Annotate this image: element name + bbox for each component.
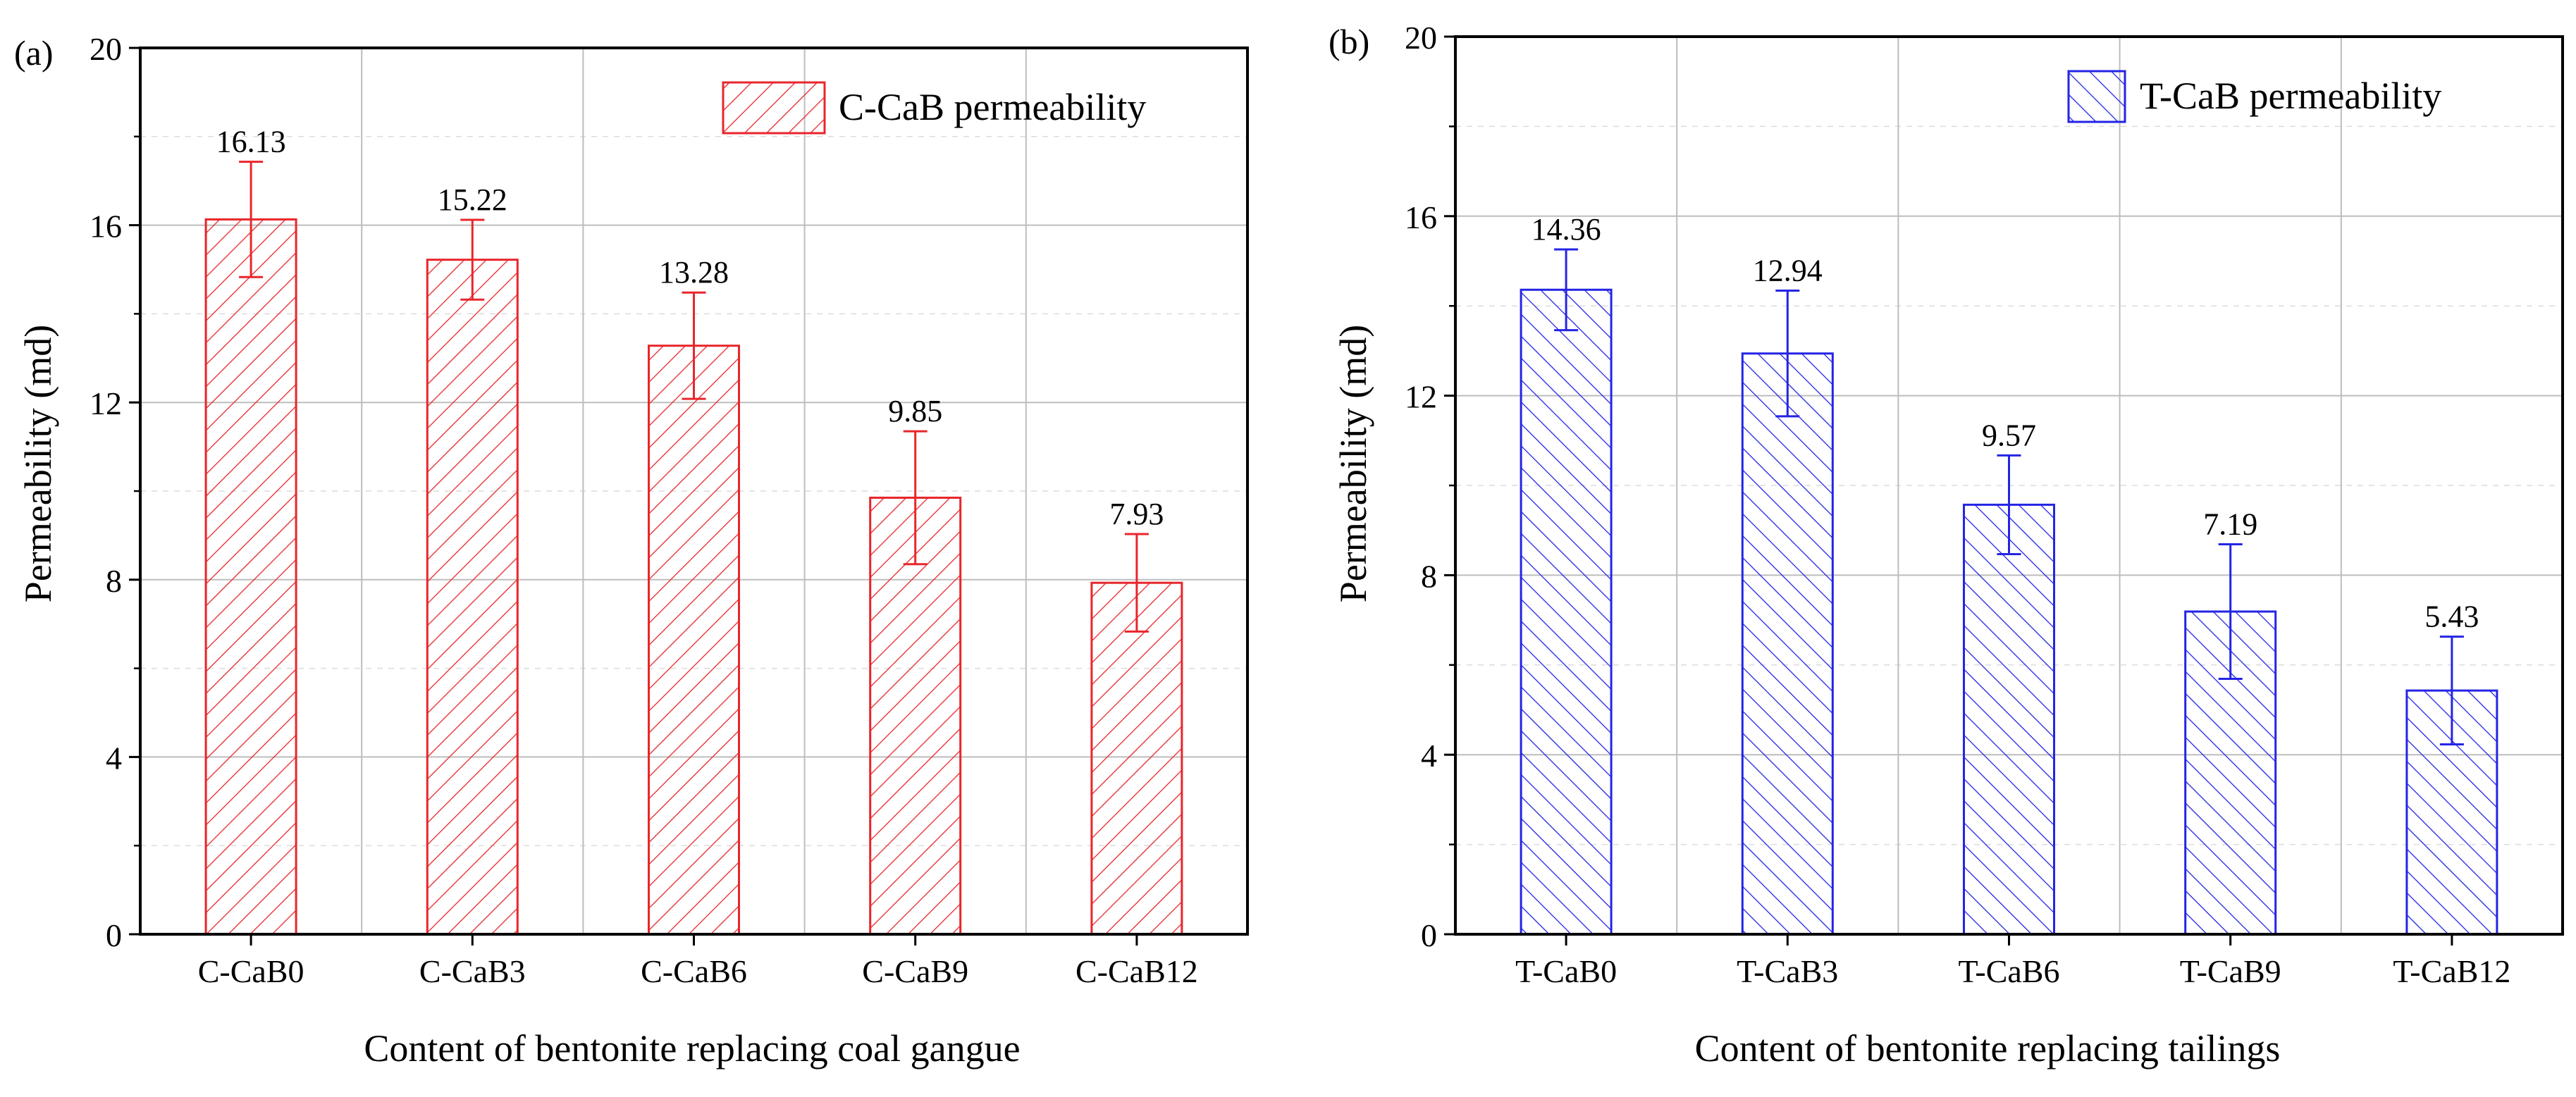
panel-b-x-tick-label: T-CaB9 — [2180, 953, 2281, 989]
panel-b-legend-label: T-CaB permeability — [2140, 75, 2441, 117]
panel-a-x-tick-label: C-CaB9 — [862, 953, 968, 989]
panel-a-bar — [648, 345, 740, 936]
panel-a-x-tick-label: C-CaB3 — [419, 953, 526, 989]
panel-a-value-label: 13.28 — [659, 255, 729, 290]
panel-b-value-label: 14.36 — [1532, 212, 1601, 247]
panel-a-x-tick-label: C-CaB12 — [1076, 953, 1198, 989]
panel-a-bar — [869, 496, 962, 936]
panel-a-bar — [1090, 581, 1183, 936]
panel-b-legend: T-CaB permeability — [2067, 70, 2441, 123]
panel-a-x-axis-title: Content of bentonite replacing coal gang… — [364, 1027, 1020, 1070]
panel-b-y-tick-label: 4 — [1421, 738, 1437, 774]
panel-b-legend-swatch — [2067, 70, 2126, 123]
panel-a-x-ticks: C-CaB0 C-CaB3 C-CaB6 C-CaB9 C-CaB12 — [198, 934, 1198, 989]
panel-b-y-tick-label: 8 — [1421, 558, 1437, 594]
panel-b-label: (b) — [1329, 22, 1369, 61]
panel-b-x-tick-label: T-CaB6 — [1959, 953, 2060, 989]
panel-b-error-bars — [1554, 248, 2464, 746]
panel-a-y-tick-label: 16 — [90, 209, 122, 244]
panel-b-value-label: 12.94 — [1753, 254, 1823, 288]
panel-a-y-tick-label: 20 — [90, 31, 122, 67]
panel-b-bars — [1520, 288, 2498, 936]
panel-a-y-tick-label: 4 — [106, 740, 122, 776]
panel-a-bars — [204, 218, 1183, 936]
panel-a-y-axis-title: Permeability (md) — [17, 325, 59, 602]
panel-a-y-tick-label: 12 — [90, 385, 122, 421]
panel-b-y-tick-label: 20 — [1405, 20, 1437, 56]
panel-b-bar — [1741, 352, 1834, 936]
panel-a-bar — [426, 259, 519, 936]
panel-b-x-tick-label: T-CaB0 — [1515, 953, 1617, 989]
panel-b-value-labels: 14.36 12.94 9.57 7.19 5.43 — [1532, 212, 2479, 634]
panel-a-legend-label: C-CaB permeability — [839, 86, 1146, 128]
panel-a-y-tick-label: 0 — [106, 917, 122, 953]
panel-b-x-axis-title: Content of bentonite replacing tailings — [1695, 1027, 2281, 1070]
panel-a-y-ticks: 0 4 8 12 16 20 — [90, 31, 140, 953]
panel-b-y-tick-label: 0 — [1421, 917, 1437, 953]
panel-a-bar — [204, 218, 297, 936]
panel-a-x-tick-label: C-CaB0 — [198, 953, 304, 989]
panel-b-value-label: 5.43 — [2424, 600, 2479, 634]
panel-b: (b) 14.36 12.94 9.57 7.19 5.43 0 4 8 12 16 20 T-C… — [1329, 20, 2564, 1070]
panel-a-value-labels: 16.13 15.22 13.28 9.85 7.93 — [216, 125, 1164, 531]
panel-a-value-label: 9.85 — [888, 394, 942, 428]
panel-a-label: (a) — [14, 33, 54, 73]
panel-b-x-tick-label: T-CaB12 — [2393, 953, 2510, 989]
panel-a-y-tick-label: 8 — [106, 563, 122, 599]
panel-a-error-bars — [239, 161, 1149, 633]
panel-b-x-ticks: T-CaB0 T-CaB3 T-CaB6 T-CaB9 T-CaB12 — [1515, 934, 2510, 989]
panel-b-y-ticks: 0 4 8 12 16 20 — [1405, 20, 1455, 953]
panel-a-x-tick-label: C-CaB6 — [641, 953, 747, 989]
panel-b-value-label: 7.19 — [2203, 507, 2257, 541]
panel-a-value-label: 7.93 — [1109, 497, 1164, 531]
panel-a: (a) 16.13 15.22 13.28 9.85 7.93 0 4 8 12 16 20 C-… — [14, 31, 1249, 1070]
panel-b-y-tick-label: 12 — [1405, 379, 1437, 415]
panel-b-bar — [1520, 288, 1613, 936]
panel-a-legend: C-CaB permeability — [722, 81, 1146, 135]
panel-b-y-axis-title: Permeability (md) — [1332, 325, 1374, 602]
panel-a-value-label: 15.22 — [438, 182, 507, 217]
panel-b-bar — [1963, 503, 2055, 936]
panel-b-x-tick-label: T-CaB3 — [1737, 953, 1838, 989]
panel-b-y-tick-label: 16 — [1405, 199, 1437, 235]
panel-a-legend-swatch — [722, 81, 826, 135]
panel-b-value-label: 9.57 — [1982, 418, 2036, 452]
panel-a-value-label: 16.13 — [216, 125, 286, 159]
